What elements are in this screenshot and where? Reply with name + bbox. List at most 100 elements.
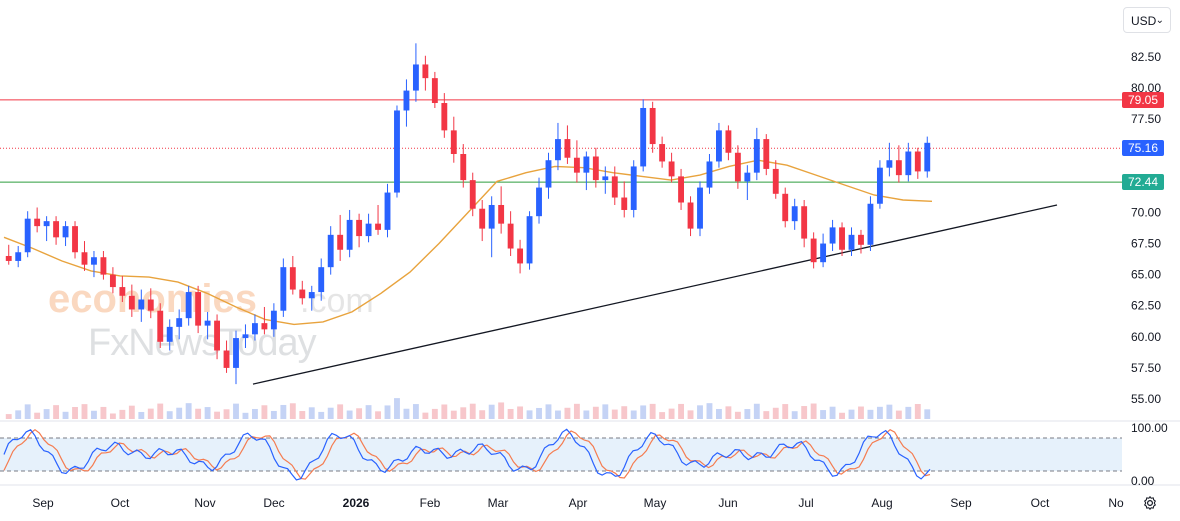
candle-body [697,187,703,229]
candle-body [327,234,334,268]
volume-bar [469,403,476,419]
volume-bar [611,409,618,419]
time-tick-label: Sep [950,496,972,510]
candle-body [905,151,912,176]
volume-bar [62,411,69,419]
candle-body [858,234,864,245]
volume-bar [734,411,741,419]
volume-bar [782,404,789,419]
candle-body [810,238,817,263]
candle-body [109,274,116,288]
candle-body [460,154,467,181]
svg-text:economies: economies [48,277,257,321]
volume-bar [280,404,287,419]
price-tick-label: 67.50 [1131,237,1161,251]
time-axis: Sep Oct Nov Dec 2026 Feb Mar Apr May Jun Jul Aug Sep… [32,496,1124,510]
volume-bar [848,409,855,419]
candle-body [839,227,845,250]
candle-body [640,107,647,167]
price-tick-label: 62.50 [1131,299,1161,313]
candle-body [214,320,220,351]
candle-body [15,252,22,261]
gear-icon[interactable] [1141,494,1159,512]
price-label-badge: 79.05 [1122,91,1164,108]
price-tick-label: 82.50 [1131,50,1161,64]
candle-body [716,130,722,162]
volume-bar [223,409,230,419]
volume-bar [412,404,419,419]
candle-body [289,267,296,290]
currency-selector[interactable]: USD ⌄ [1123,7,1171,33]
volume-bar [176,407,183,419]
candle-body [147,299,154,311]
candle-body [706,161,713,188]
volume-bar [867,409,874,419]
volume-bar [422,412,429,419]
candle-body [469,180,476,209]
candle-body [299,289,306,299]
candle-body [488,204,495,229]
volume-bar [763,411,770,419]
volume-bar [697,405,703,419]
volume-bar [460,407,467,419]
candle-body [5,255,12,261]
price-tick-label: 70.00 [1131,205,1161,219]
time-tick-label: Jun [718,496,737,510]
volume-bar [299,411,306,419]
volume-bar [119,409,126,419]
candle-body [233,338,239,368]
candle-body [763,139,770,169]
volume-bar [725,406,732,419]
volume-bar [583,410,590,419]
volume-bar [91,410,97,419]
volume-bar [668,408,675,419]
time-tick-label: 2026 [343,496,370,510]
support-trendline[interactable] [252,204,1058,385]
volume-bar [791,411,798,419]
moving-average-line [3,159,933,326]
volume-bar [630,410,637,419]
candle-body [753,139,760,173]
candle-body [725,130,732,153]
candle-body [100,257,107,275]
volume-bar [346,410,353,419]
volume-bar [924,409,931,419]
candle-body [668,161,675,177]
volume-bar [43,409,50,419]
horizontal-levels [0,99,1122,183]
volume-bar [337,404,344,419]
price-tick-label: 77.50 [1131,112,1161,126]
volume-bar [431,408,438,419]
volume-bar [602,404,609,419]
candle-body [242,334,249,339]
candle-body [119,287,126,296]
svg-text:.com: .com [300,282,374,320]
candle-body [801,206,808,239]
chevron-down-icon: ⌄ [1155,15,1164,26]
volume-bar [128,405,135,419]
volume-bar [649,403,656,419]
candle-body [536,187,542,217]
volume-bar [517,406,524,419]
volume-bar [687,410,694,419]
volume-bar [526,410,533,419]
svg-text:FxNewsToday: FxNewsToday [88,322,317,364]
time-tick-label: No [1108,496,1124,510]
candle-body [62,226,69,238]
volume-bar [24,404,31,419]
volume-bar [507,408,514,419]
candle-body [517,248,524,264]
volume-bar [895,410,902,419]
volume-bar [72,407,78,419]
candle-body [848,234,855,250]
candle-body [450,130,457,155]
candle-body [422,64,429,79]
price-tick-label: 55.00 [1131,392,1161,406]
volume-bar [801,406,808,419]
candle-body [498,204,505,224]
volume-bars [5,398,931,419]
time-tick-label: Oct [111,496,130,510]
volume-bar [545,404,552,419]
candle-body [261,323,268,330]
